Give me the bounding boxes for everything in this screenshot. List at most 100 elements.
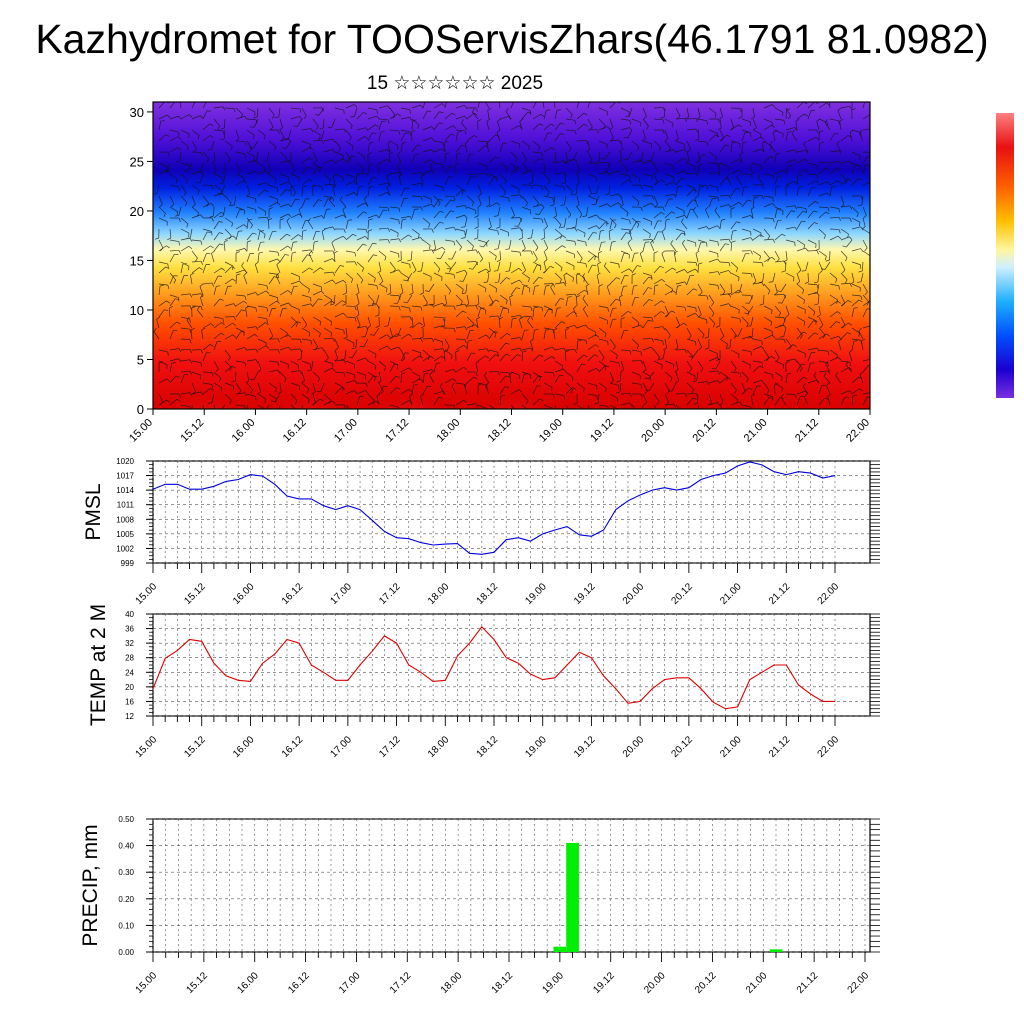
wind-barb [323,294,333,304]
wind-barb [191,305,203,311]
wind-barb [554,393,566,400]
wind-barb [235,115,248,120]
wind-barb [675,305,687,312]
wind-barb [616,371,622,383]
wind-barb [597,261,602,274]
wind-barb [466,352,476,362]
wind-barb [598,327,607,338]
wind-barb [796,149,809,154]
wind-barb [620,310,632,318]
wind-barb [396,162,402,175]
wind-barb [625,107,633,118]
wind-barb [763,256,776,263]
wind-barb [444,239,456,246]
wind-barb [400,305,411,313]
x-tick-label: 15.00 [134,581,160,607]
wind-barb [466,206,476,215]
wind-barb [609,360,620,367]
wind-barb [180,228,190,238]
wind-barb [532,285,539,296]
wind-barb [708,134,720,142]
wind-barb [433,246,446,252]
wind-barb [263,151,270,162]
wind-barb [323,271,336,276]
wind-barb [378,105,391,110]
wind-barb [422,102,426,109]
wind-barb [436,250,446,260]
wind-barb [433,355,446,362]
wind-barb [274,107,281,119]
wind-barb [323,367,336,373]
wind-barb [598,107,608,116]
wind-barb [224,303,237,308]
wind-barb [631,217,640,228]
wind-barb [378,382,384,395]
wind-barb [521,350,527,362]
wind-barb [356,162,365,173]
wind-barb [857,272,864,283]
wind-barb [818,161,831,166]
wind-barb [596,272,601,285]
precip-bar [566,842,579,952]
wind-barb [862,283,868,296]
wind-barb [582,206,589,217]
wind-barb [367,272,376,283]
wind-barb [851,248,864,252]
wind-barb [213,129,225,135]
wind-barb [829,185,836,197]
wind-barb [642,360,647,373]
wind-barb [807,110,816,120]
wind-barb [367,242,377,252]
wind-barb [252,151,259,162]
wind-barb [807,173,819,179]
y-tick-label: 1020 [116,457,134,466]
wind-barb [565,118,577,125]
wind-barb [774,305,782,317]
wind-barb [587,264,597,274]
wind-barb [257,305,268,312]
wind-barb [763,327,773,336]
wind-barb [814,294,820,306]
wind-barb [213,360,219,373]
wind-barb [675,206,685,215]
wind-barb [451,382,457,395]
wind-barb [620,162,628,174]
wind-barb [345,371,356,379]
y-tick-label: 1005 [116,530,134,539]
wind-barb [400,349,406,362]
wind-barb [279,203,292,208]
wind-barb [774,349,780,362]
wind-barb [664,327,671,339]
wind-barb [543,239,549,252]
wind-barb [278,404,281,409]
wind-barb [675,170,688,175]
wind-barb [372,294,380,305]
y-tick-label: 0 [137,402,144,417]
wind-barb [587,393,598,400]
wind-barb [785,393,797,399]
wind-barb [158,300,170,307]
wind-barb [488,354,500,362]
wind-barb [532,375,543,384]
wind-barb [675,349,688,354]
wind-barb [741,360,751,369]
wind-barb [235,248,248,252]
wind-barb [675,371,679,384]
wind-barb [197,306,204,318]
wind-barb [455,129,467,135]
wind-barb [268,338,280,343]
wind-barb [277,382,282,395]
wind-barb [290,321,302,329]
wind-barb [631,220,641,230]
wind-barb [477,283,487,293]
wind-barb [202,344,214,351]
wind-barb [356,272,364,284]
wind-barb [307,360,314,372]
wind-barb [332,173,337,186]
wind-barb [246,334,259,340]
wind-barb [785,159,798,164]
wind-barb [224,107,236,113]
wind-barb [389,129,401,135]
wind-barb [367,229,373,241]
